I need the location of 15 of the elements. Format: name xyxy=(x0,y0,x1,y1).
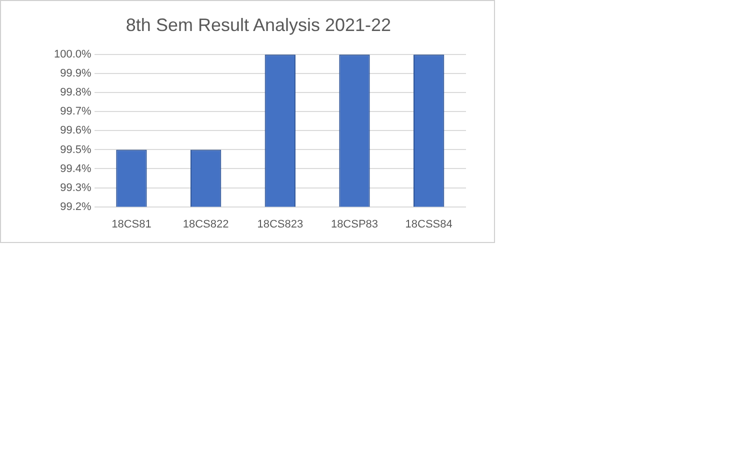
y-tick-label: 99.8% xyxy=(60,86,92,99)
y-tick-label: 99.5% xyxy=(60,144,92,156)
y-tick-label: 99.3% xyxy=(60,182,92,194)
y-tick-label: 99.4% xyxy=(60,162,92,175)
x-tick-label: 18CS822 xyxy=(182,218,229,230)
x-tick-label: 18CS81 xyxy=(112,218,152,230)
y-tick-label: 99.7% xyxy=(60,106,92,118)
y-tick-label: 100.0% xyxy=(54,48,92,61)
chart-title: 8th Sem Result Analysis 2021-22 xyxy=(126,14,392,35)
y-tick-label: 99.6% xyxy=(60,124,92,137)
y-tick-label: 99.2% xyxy=(60,200,92,213)
x-tick-label: 18CSP83 xyxy=(330,218,378,230)
y-tick-label: 99.9% xyxy=(60,68,92,80)
x-tick-label: 18CS823 xyxy=(257,218,304,230)
x-tick-label: 18CSS84 xyxy=(405,218,452,230)
